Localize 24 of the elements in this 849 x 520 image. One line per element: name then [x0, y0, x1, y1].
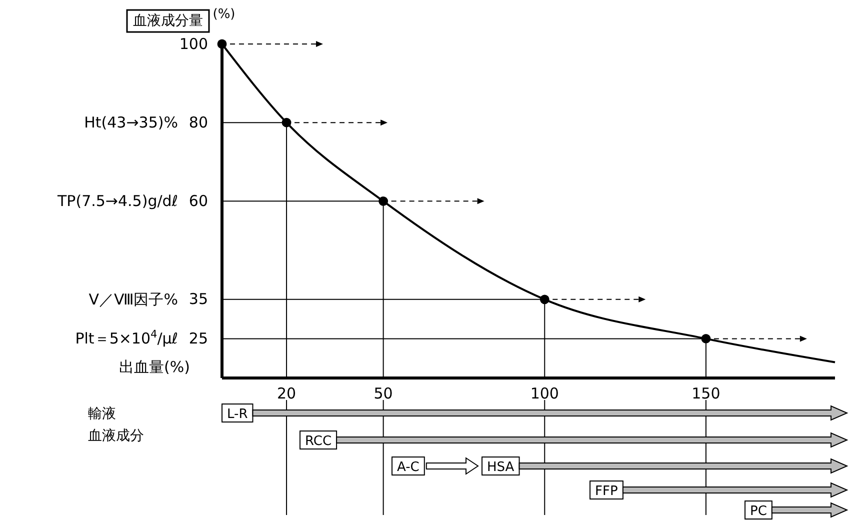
text: PC [750, 504, 767, 519]
text: Ⅴ／Ⅷ因子% [88, 290, 178, 308]
y-tick-label: 100 [179, 34, 208, 53]
text: 血液成分 [88, 428, 144, 444]
text: HSA [487, 460, 514, 475]
y-tick-label: 35 [188, 290, 208, 308]
y-tick-label: 25 [188, 330, 208, 348]
chart-title: 血液成分量 [133, 13, 203, 29]
text: 輸液 [88, 406, 116, 422]
text: L-R [227, 407, 248, 422]
text: RCC [305, 434, 332, 449]
text: Ht(43→35)% [84, 114, 178, 132]
text: TP(7.5→4.5)g/dℓ [56, 192, 178, 210]
text: FFP [595, 484, 618, 499]
y-tick-label: 80 [188, 113, 208, 132]
text: A-C [397, 460, 420, 475]
x-tick-label: 100 [530, 384, 559, 403]
x-tick-label: 50 [374, 384, 393, 403]
x-axis-title: 出血量(%) [119, 358, 190, 376]
y-axis-title: (%) [212, 7, 236, 22]
x-tick-label: 150 [692, 384, 720, 403]
y-tick-label: 60 [188, 192, 208, 210]
text: Plt＝5×10$^{4}$/μℓ [75, 328, 178, 348]
x-tick-label: 20 [276, 384, 296, 403]
